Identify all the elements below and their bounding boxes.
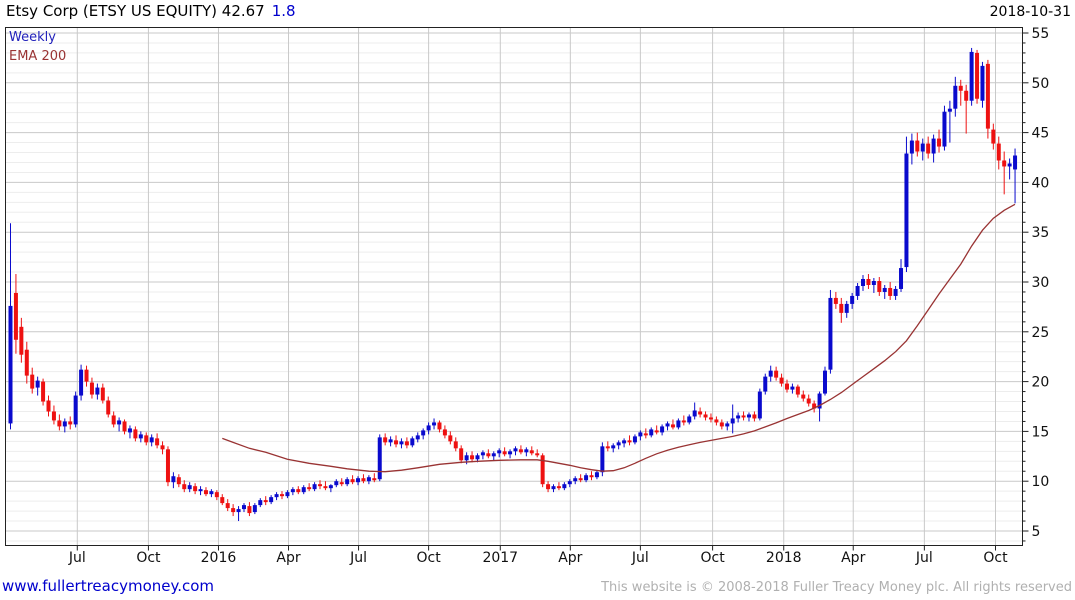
svg-text:2017: 2017 xyxy=(482,550,518,566)
candlestick-series xyxy=(8,47,1018,522)
svg-text:Apr: Apr xyxy=(558,550,582,566)
as-of-date: 2018-10-31 xyxy=(989,4,1071,20)
price-change: 1.8 xyxy=(271,2,296,20)
svg-text:Apr: Apr xyxy=(841,550,865,566)
svg-text:Jul: Jul xyxy=(631,550,649,566)
svg-text:40: 40 xyxy=(1032,175,1050,191)
svg-text:20: 20 xyxy=(1032,375,1050,391)
legend-timeframe-label: Weekly xyxy=(9,30,56,45)
svg-text:30: 30 xyxy=(1032,275,1050,291)
svg-text:55: 55 xyxy=(1032,26,1050,42)
svg-text:Oct: Oct xyxy=(700,550,725,566)
gridlines-minor xyxy=(5,42,1023,542)
svg-text:10: 10 xyxy=(1032,474,1050,490)
plot-frame xyxy=(5,27,1023,546)
svg-text:Oct: Oct xyxy=(983,550,1008,566)
svg-text:Jul: Jul xyxy=(915,550,933,566)
svg-text:2016: 2016 xyxy=(201,550,237,566)
y-axis: 5 10 15 20 25 30 35 40 45 50 55 xyxy=(1022,26,1050,542)
copyright-text: This website is © 2008-2018 Fuller Treac… xyxy=(601,580,1072,595)
ema-200-line xyxy=(222,203,1016,473)
svg-text:15: 15 xyxy=(1032,424,1050,440)
x-axis: Jul Oct 2016 Apr Jul Oct 2017 Apr Jul Oct 2018 Apr J… xyxy=(68,545,1008,566)
svg-text:5: 5 xyxy=(1032,524,1041,540)
page-title: Etsy Corp (ETSY US EQUITY) 42.67 1.8 xyxy=(6,2,296,20)
svg-text:Oct: Oct xyxy=(417,550,442,566)
svg-text:Jul: Jul xyxy=(68,550,86,566)
instrument-title: Etsy Corp (ETSY US EQUITY) 42.67 xyxy=(6,2,265,20)
website-link[interactable]: www.fullertreacymoney.com xyxy=(2,577,215,595)
gridlines-vertical xyxy=(76,27,997,546)
svg-text:45: 45 xyxy=(1032,126,1050,142)
svg-text:25: 25 xyxy=(1032,325,1050,341)
svg-text:50: 50 xyxy=(1032,76,1050,92)
svg-text:Oct: Oct xyxy=(136,550,161,566)
svg-text:2018: 2018 xyxy=(766,550,802,566)
legend-ema-label: EMA 200 xyxy=(9,49,67,64)
svg-text:35: 35 xyxy=(1032,225,1050,241)
svg-text:Apr: Apr xyxy=(276,550,300,566)
svg-text:Jul: Jul xyxy=(349,550,367,566)
